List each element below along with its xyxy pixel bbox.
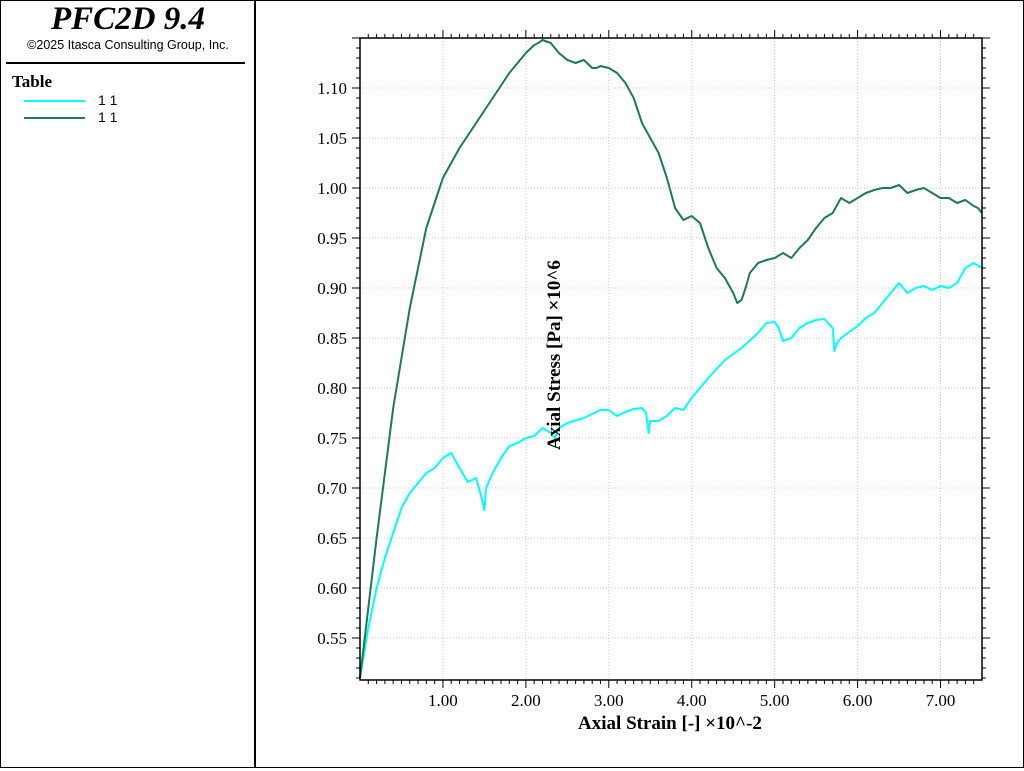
app-title: PFC2D 9.4 <box>50 1 205 37</box>
legend-item-label: 1 1 <box>98 109 118 125</box>
y-tick-label: 0.70 <box>317 479 347 498</box>
legend-item-label: 1 1 <box>98 92 118 108</box>
copyright-text: ©2025 Itasca Consulting Group, Inc. <box>27 38 229 52</box>
x-tick-label: 6.00 <box>843 691 873 710</box>
stress-strain-chart: 1.00 2.00 3.00 4.00 5.00 6.00 7.00 0.55 0.60 0.65… <box>317 30 990 734</box>
y-tick-label: 0.95 <box>317 229 347 248</box>
y-tick-label: 1.05 <box>317 129 347 148</box>
y-tick-label: 0.65 <box>317 529 347 548</box>
series-lines <box>359 39 983 679</box>
grid-lines <box>360 38 982 680</box>
y-tick-label: 0.60 <box>317 579 347 598</box>
x-tick-label: 5.00 <box>760 691 790 710</box>
x-tick-label: 3.00 <box>594 691 624 710</box>
legend-swatch-green <box>24 117 85 119</box>
legend-swatch-cyan <box>24 100 85 102</box>
tick-labels: 1.00 2.00 3.00 4.00 5.00 6.00 7.00 0.55 0.60 0.65… <box>317 79 955 710</box>
x-tick-label: 7.00 <box>926 691 956 710</box>
tick-marks <box>352 30 990 688</box>
y-tick-label: 0.90 <box>317 279 347 298</box>
y-axis-title: Axial Stress [Pa] ×10^6 <box>544 260 565 450</box>
x-tick-label: 1.00 <box>428 691 458 710</box>
plot-frame <box>359 37 983 681</box>
x-axis-title: Axial Strain [-] ×10^-2 <box>578 713 762 734</box>
y-tick-label: 0.80 <box>317 379 347 398</box>
legend-heading: Table <box>12 72 53 91</box>
y-tick-label: 1.00 <box>317 179 347 198</box>
y-tick-label: 0.55 <box>317 629 347 648</box>
axes <box>359 37 983 681</box>
series-line-1 <box>359 262 983 679</box>
x-tick-label: 4.00 <box>677 691 707 710</box>
legend-panel: PFC2D 9.4 ©2025 Itasca Consulting Group,… <box>0 0 256 768</box>
y-tick-label: 0.75 <box>317 429 347 448</box>
series-line-2 <box>359 39 983 679</box>
title-divider <box>6 62 245 64</box>
y-tick-label: 1.10 <box>317 79 347 98</box>
x-tick-label: 2.00 <box>511 691 541 710</box>
plot-area: 1.00 2.00 3.00 4.00 5.00 6.00 7.00 0.55 0.60 0.65… <box>256 0 1022 766</box>
y-tick-label: 0.85 <box>317 329 347 348</box>
